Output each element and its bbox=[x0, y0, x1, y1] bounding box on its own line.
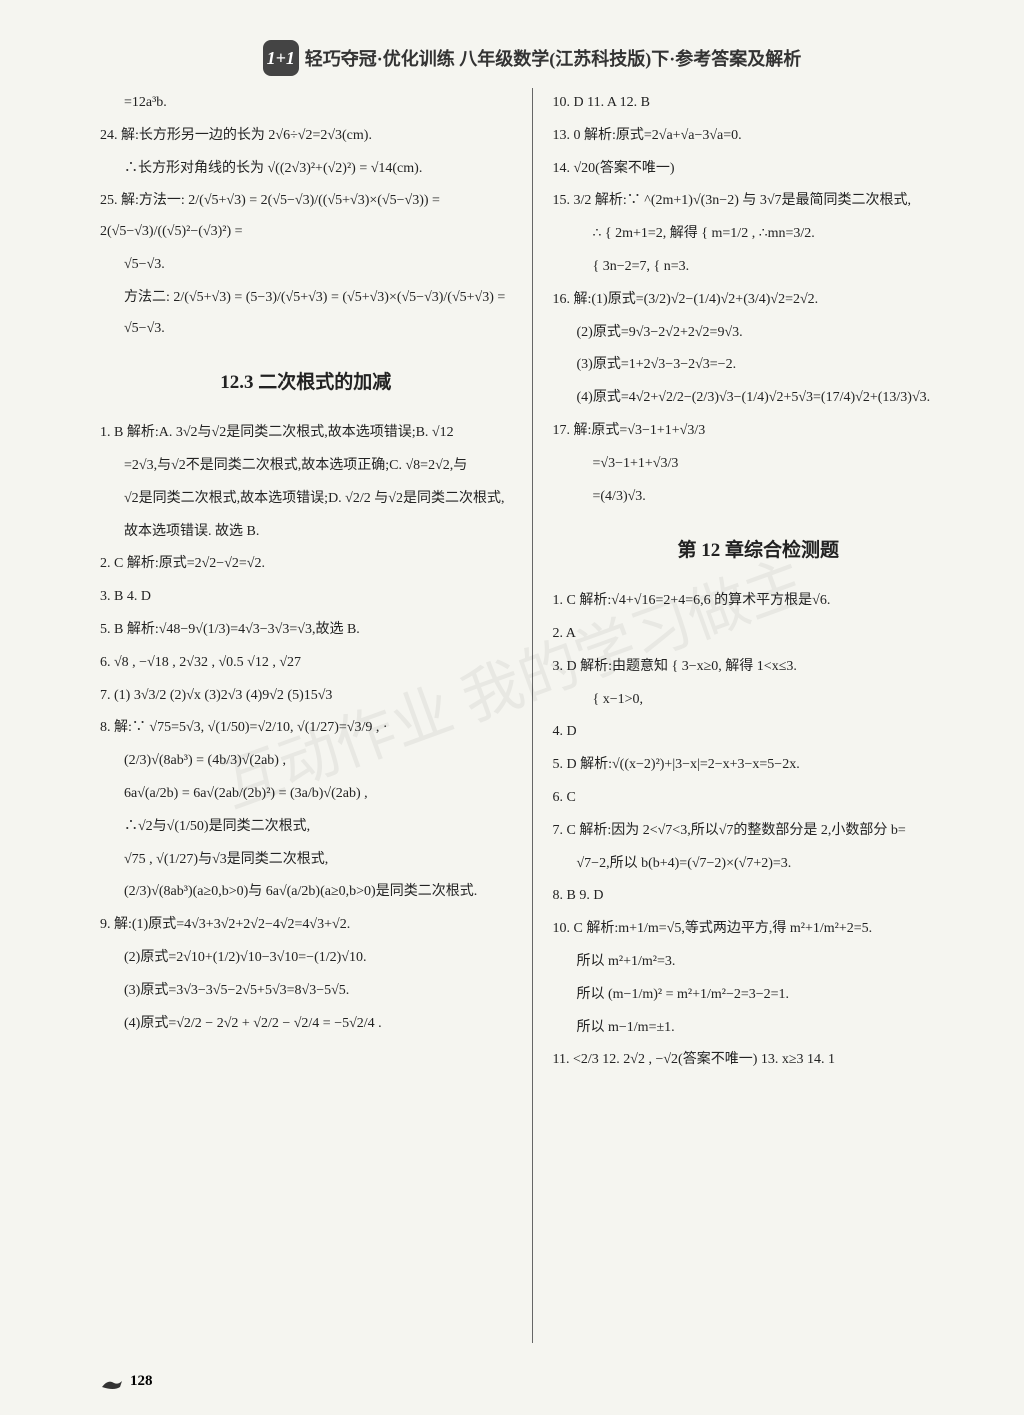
text-line: =2√3,与√2不是同类二次根式,故本选项正确;C. √8=2√2,与 bbox=[100, 451, 512, 482]
text-line: 24. 解:长方形另一边的长为 2√6÷√2=2√3(cm). bbox=[100, 121, 512, 152]
text-line: 所以 m²+1/m²=3. bbox=[553, 947, 965, 978]
text-line: 8. 解:∵ √75=5√3, √(1/50)=√2/10, √(1/27)=√… bbox=[100, 713, 512, 744]
text-line: { 3n−2=7, { n=3. bbox=[553, 252, 965, 283]
text-line: (2)原式=2√10+(1/2)√10−3√10=−(1/2)√10. bbox=[100, 943, 512, 974]
header-title: 轻巧夺冠·优化训练 八年级数学(江苏科技版)下·参考答案及解析 bbox=[305, 45, 802, 71]
page-header: 1+1 轻巧夺冠·优化训练 八年级数学(江苏科技版)下·参考答案及解析 bbox=[100, 40, 964, 76]
text-line: =(4/3)√3. bbox=[553, 482, 965, 513]
text-line: √5−√3. bbox=[100, 250, 512, 281]
page-number-value: 128 bbox=[130, 1373, 153, 1390]
text-line: (2/3)√(8ab³) = (4b/3)√(2ab) , bbox=[100, 746, 512, 777]
text-line: ∴ { 2m+1=2, 解得 { m=1/2 , ∴mn=3/2. bbox=[553, 219, 965, 250]
page-number: 128 bbox=[100, 1371, 153, 1391]
text-line: ∴长方形对角线的长为 √((2√3)²+(√2)²) = √14(cm). bbox=[100, 154, 512, 185]
text-line: 13. 0 解析:原式=2√a+√a−3√a=0. bbox=[553, 121, 965, 152]
right-column: 10. D 11. A 12. B 13. 0 解析:原式=2√a+√a−3√a… bbox=[553, 88, 965, 1343]
text-line: 6a√(a/2b) = 6a√(2ab/(2b)²) = (3a/b)√(2ab… bbox=[100, 779, 512, 810]
text-line: (4)原式=4√2+√2/2−(2/3)√3−(1/4)√2+5√3=(17/4… bbox=[553, 383, 965, 414]
text-line: (3)原式=1+2√3−3−2√3=−2. bbox=[553, 350, 965, 381]
text-line: 9. 解:(1)原式=4√3+3√2+2√2−4√2=4√3+√2. bbox=[100, 910, 512, 941]
text-line: 1. C 解析:√4+√16=2+4=6,6 的算术平方根是√6. bbox=[553, 586, 965, 617]
text-line: (4)原式=√2/2 − 2√2 + √2/2 − √2/4 = −5√2/4 … bbox=[100, 1009, 512, 1040]
text-line: 1. B 解析:A. 3√2与√2是同类二次根式,故本选项错误;B. √12 bbox=[100, 418, 512, 449]
text-line: =12a³b. bbox=[100, 88, 512, 119]
text-line: 16. 解:(1)原式=(3/2)√2−(1/4)√2+(3/4)√2=2√2. bbox=[553, 285, 965, 316]
text-line: 17. 解:原式=√3−1+1+√3/3 bbox=[553, 416, 965, 447]
text-line: 14. √20(答案不唯一) bbox=[553, 154, 965, 185]
text-line: 2. A bbox=[553, 619, 965, 650]
text-line: 故本选项错误. 故选 B. bbox=[100, 517, 512, 548]
text-line: 所以 m−1/m=±1. bbox=[553, 1013, 965, 1044]
text-line: 11. <2/3 12. 2√2 , −√2(答案不唯一) 13. x≥3 14… bbox=[553, 1045, 965, 1076]
section-title: 12.3 二次根式的加减 bbox=[100, 362, 512, 404]
text-line: 7. (1) 3√3/2 (2)√x (3)2√3 (4)9√2 (5)15√3 bbox=[100, 681, 512, 712]
text-line: 方法二: 2/(√5+√3) = (5−3)/(√5+√3) = (√5+√3)… bbox=[100, 283, 512, 345]
text-line: 3. B 4. D bbox=[100, 582, 512, 613]
text-line: √7−2,所以 b(b+4)=(√7−2)×(√7+2)=3. bbox=[553, 849, 965, 880]
text-line: 5. B 解析:√48−9√(1/3)=4√3−3√3=√3,故选 B. bbox=[100, 615, 512, 646]
text-line: 5. D 解析:√((x−2)²)+|3−x|=2−x+3−x=5−2x. bbox=[553, 750, 965, 781]
text-line: √75 , √(1/27)与√3是同类二次根式, bbox=[100, 845, 512, 876]
bird-icon bbox=[100, 1371, 124, 1391]
content-columns: =12a³b. 24. 解:长方形另一边的长为 2√6÷√2=2√3(cm). … bbox=[100, 88, 964, 1343]
text-line: { x−1>0, bbox=[553, 685, 965, 716]
text-line: (2/3)√(8ab³)(a≥0,b>0)与 6a√(a/2b)(a≥0,b>0… bbox=[100, 877, 512, 908]
column-divider bbox=[532, 88, 533, 1343]
text-line: 所以 (m−1/m)² = m²+1/m²−2=3−2=1. bbox=[553, 980, 965, 1011]
text-line: 8. B 9. D bbox=[553, 881, 965, 912]
page: 互动作业 我的学习做主 1+1 轻巧夺冠·优化训练 八年级数学(江苏科技版)下·… bbox=[0, 0, 1024, 1415]
brand-icon: 1+1 bbox=[263, 40, 299, 76]
text-line: 3. D 解析:由题意知 { 3−x≥0, 解得 1<x≤3. bbox=[553, 652, 965, 683]
text-line: ∴√2与√(1/50)是同类二次根式, bbox=[100, 812, 512, 843]
text-line: √2是同类二次根式,故本选项错误;D. √2/2 与√2是同类二次根式, bbox=[100, 484, 512, 515]
text-line: (2)原式=9√3−2√2+2√2=9√3. bbox=[553, 318, 965, 349]
left-column: =12a³b. 24. 解:长方形另一边的长为 2√6÷√2=2√3(cm). … bbox=[100, 88, 512, 1343]
text-line: 6. C bbox=[553, 783, 965, 814]
text-line: 7. C 解析:因为 2<√7<3,所以√7的整数部分是 2,小数部分 b= bbox=[553, 816, 965, 847]
text-line: 10. C 解析:m+1/m=√5,等式两边平方,得 m²+1/m²+2=5. bbox=[553, 914, 965, 945]
text-line: 10. D 11. A 12. B bbox=[553, 88, 965, 119]
text-line: (3)原式=3√3−3√5−2√5+5√3=8√3−5√5. bbox=[100, 976, 512, 1007]
text-line: 6. √8 , −√18 , 2√32 , √0.5 √12 , √27 bbox=[100, 648, 512, 679]
text-line: 4. D bbox=[553, 717, 965, 748]
text-line: 15. 3/2 解析:∵ ^(2m+1)√(3n−2) 与 3√7是最简同类二次… bbox=[553, 186, 965, 217]
section-title: 第 12 章综合检测题 bbox=[553, 530, 965, 572]
text-line: 25. 解:方法一: 2/(√5+√3) = 2(√5−√3)/((√5+√3)… bbox=[100, 186, 512, 248]
text-line: 2. C 解析:原式=2√2−√2=√2. bbox=[100, 549, 512, 580]
text-line: =√3−1+1+√3/3 bbox=[553, 449, 965, 480]
